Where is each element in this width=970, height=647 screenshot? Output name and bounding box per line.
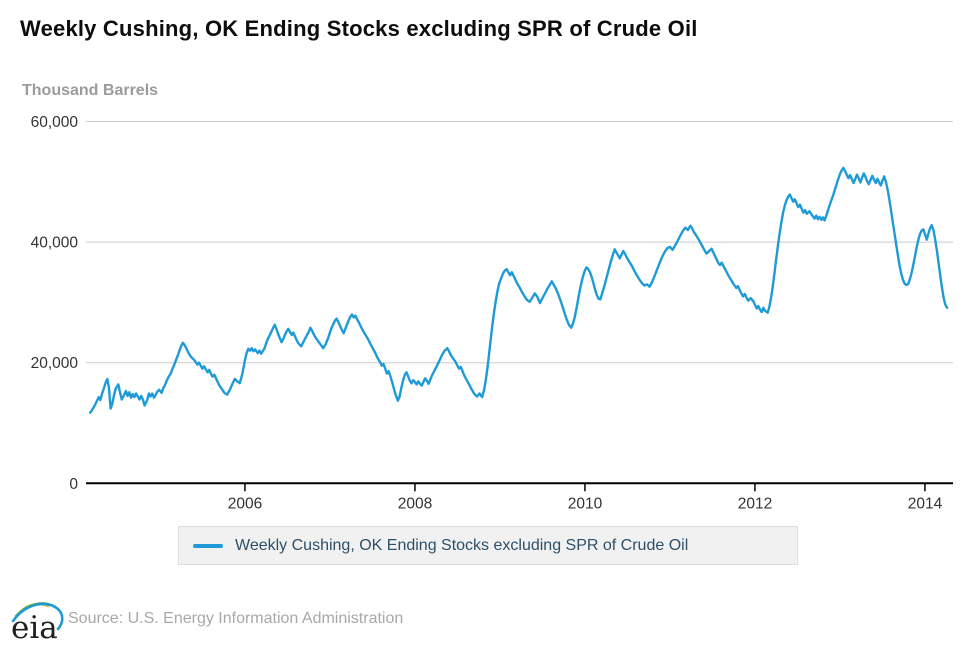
y-tick-label: 40,000 — [31, 235, 79, 252]
source-attribution: Source: U.S. Energy Information Administ… — [68, 610, 404, 627]
y-tick-label: 0 — [69, 476, 78, 493]
page-title: Weekly Cushing, OK Ending Stocks excludi… — [20, 16, 698, 41]
x-tick-label: 2008 — [398, 495, 432, 512]
x-tick-label: 2010 — [568, 495, 603, 512]
x-tick-label: 2014 — [908, 495, 943, 512]
eia-logo-text: eia — [11, 610, 58, 643]
eia-logo-blue-arc — [11, 602, 64, 631]
data-series-line — [88, 166, 949, 414]
legend: Weekly Cushing, OK Ending Stocks excludi… — [178, 526, 798, 565]
y-tick-label: 60,000 — [31, 114, 79, 131]
y-tick-label: 20,000 — [31, 355, 79, 372]
y-axis-unit-label: Thousand Barrels — [22, 82, 159, 99]
legend-label: Weekly Cushing, OK Ending Stocks excludi… — [235, 536, 689, 554]
legend-line-swatch — [193, 543, 223, 548]
x-tick-label: 2006 — [228, 495, 262, 512]
eia-logo: eia — [11, 602, 64, 643]
x-tick-label: 2012 — [738, 495, 772, 512]
line-chart-plot-area: 0 20,000 40,000 60,000 2006 2008 2010 2012 2014 — [31, 114, 953, 512]
